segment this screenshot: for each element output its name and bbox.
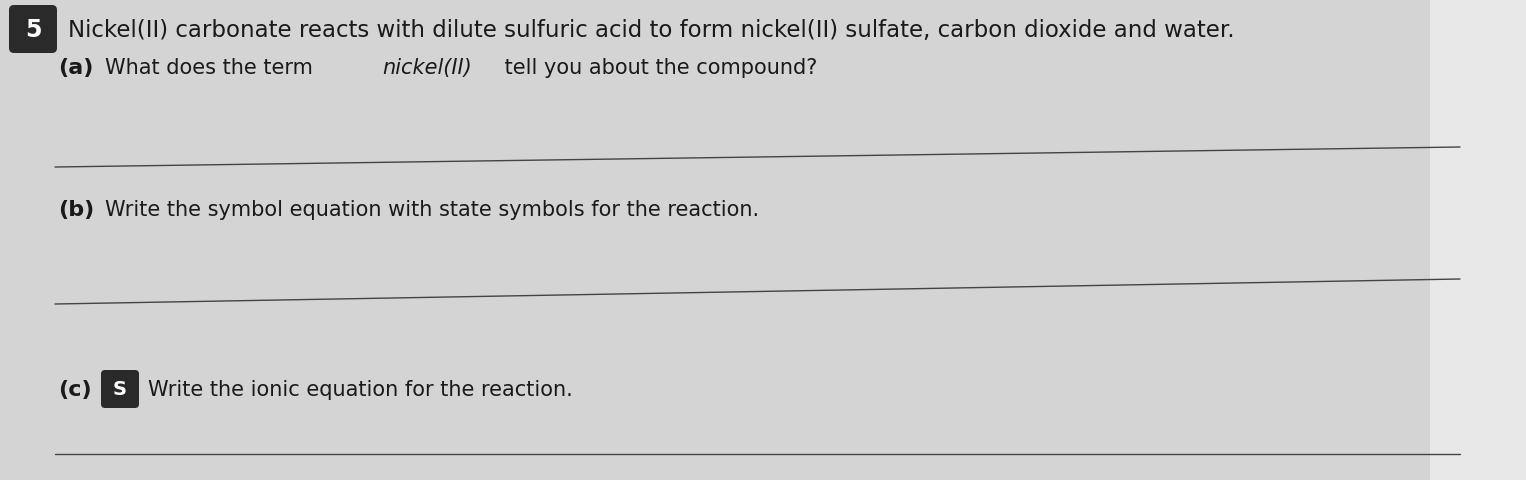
FancyBboxPatch shape — [9, 6, 56, 54]
Text: Write the ionic equation for the reaction.: Write the ionic equation for the reactio… — [148, 379, 572, 399]
Text: (b): (b) — [58, 200, 95, 219]
Bar — [1430, 0, 1526, 480]
Text: (a): (a) — [58, 58, 93, 78]
Text: tell you about the compound?: tell you about the compound? — [497, 58, 816, 78]
Text: What does the term: What does the term — [105, 58, 319, 78]
FancyBboxPatch shape — [101, 370, 139, 408]
Text: (c): (c) — [58, 379, 92, 399]
Text: 5: 5 — [24, 18, 41, 42]
Text: nickel(II): nickel(II) — [382, 58, 472, 78]
Text: Nickel(II) carbonate reacts with dilute sulfuric acid to form nickel(II) sulfate: Nickel(II) carbonate reacts with dilute … — [69, 18, 1235, 41]
Text: S: S — [113, 380, 127, 399]
Text: Write the symbol equation with state symbols for the reaction.: Write the symbol equation with state sym… — [105, 200, 758, 219]
